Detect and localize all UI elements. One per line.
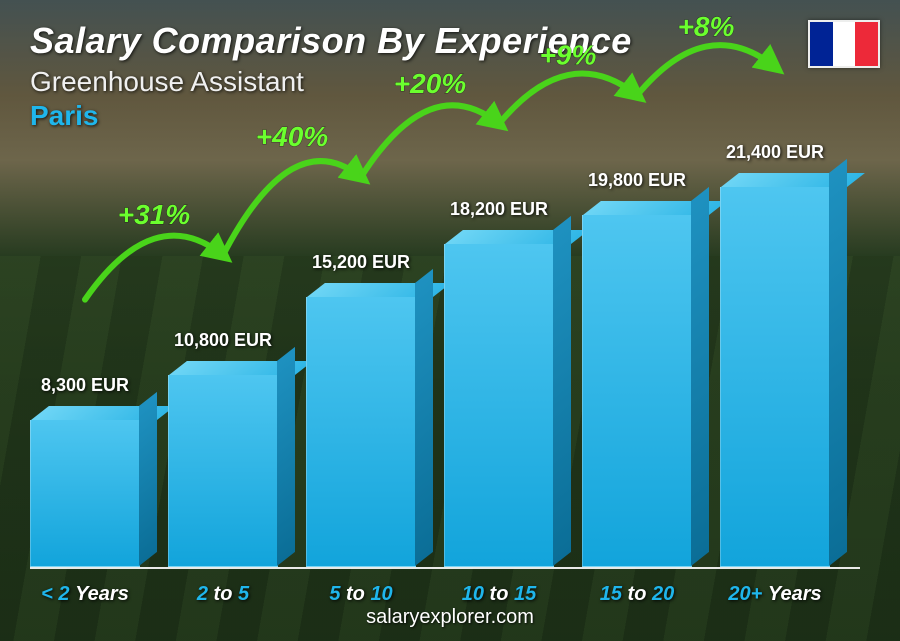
- bar-category-label: < 2 Years: [15, 583, 155, 606]
- footer-credit: salaryexplorer.com: [0, 606, 900, 629]
- chart-stage: Salary Comparison By Experience Greenhou…: [0, 0, 900, 641]
- arc-overlay: +31%+40%+20%+9%+8%: [30, 40, 860, 567]
- increase-pct-label: +8%: [678, 11, 735, 42]
- bar-category-label: 5 to 10: [291, 583, 431, 606]
- bar-category-label: 15 to 20: [567, 583, 707, 606]
- bar-category-label: 10 to 15: [429, 583, 569, 606]
- increase-pct-label: +40%: [256, 121, 328, 152]
- increase-pct-label: +20%: [394, 68, 466, 99]
- bar-category-label: 20+ Years: [705, 583, 845, 606]
- increase-arc: [499, 74, 637, 124]
- increase-arc: [361, 105, 499, 177]
- increase-pct-label: +31%: [118, 199, 190, 230]
- increase-pct-label: +9%: [540, 39, 597, 70]
- chart-baseline: [30, 567, 860, 569]
- increase-arc: [637, 45, 775, 95]
- bar-category-label: 2 to 5: [153, 583, 293, 606]
- bar-chart: 8,300 EUR< 2 Years10,800 EUR2 to 515,200…: [30, 120, 860, 567]
- increase-arc: [223, 161, 361, 255]
- increase-arc: [85, 236, 223, 300]
